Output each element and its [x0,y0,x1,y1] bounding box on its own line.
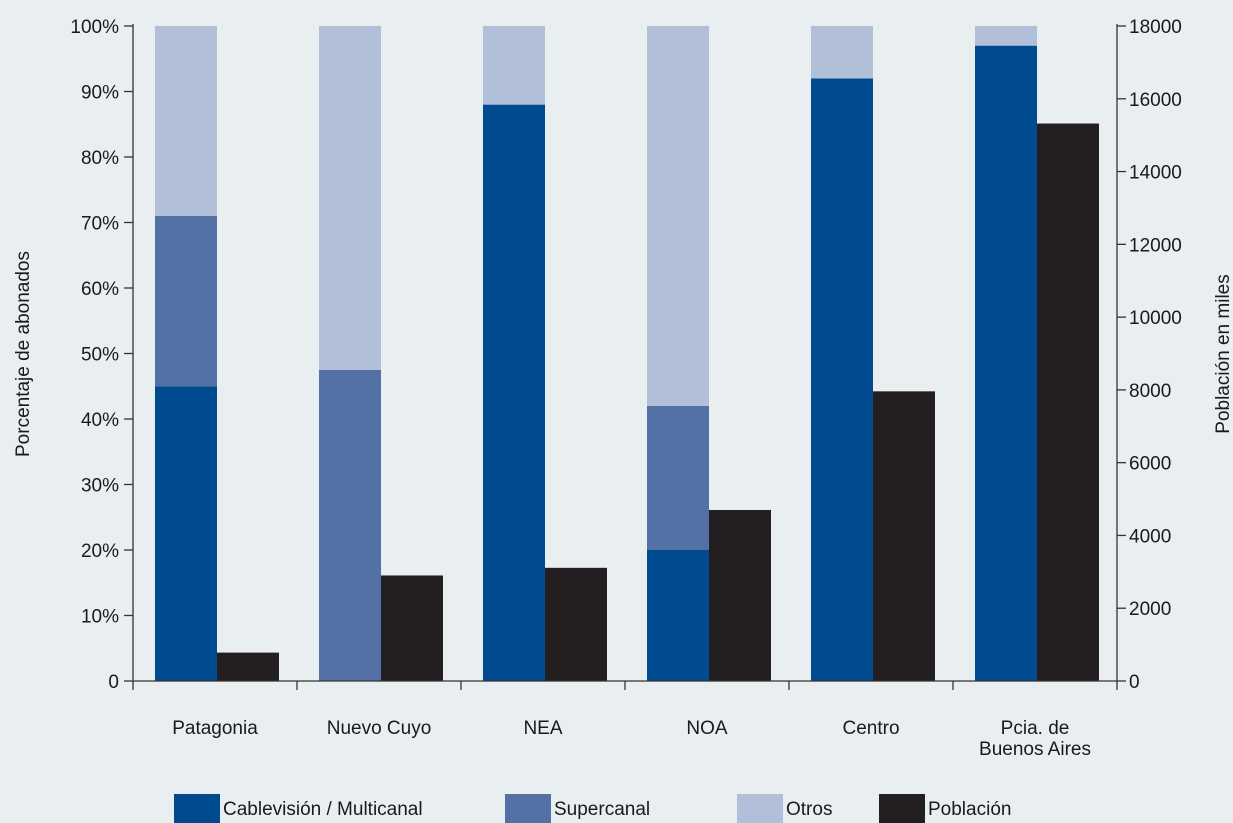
left-axis-title: Porcentaje de abonados [13,251,34,457]
category-label: Pcia. de [1001,718,1070,739]
legend-label: Supercanal [554,799,650,820]
left-tick-label: 100% [70,17,119,38]
bar-otros-5 [975,26,1037,46]
legend-swatch [737,794,783,823]
right-axis-title: Población en miles [1213,274,1233,433]
right-tick-label: 18000 [1129,17,1182,38]
labels-group: 0 10% 20% 30% 40% 50% 60% 70% 80% 90% 100% 0 2000 400… [13,17,1233,760]
right-tick-label: 0 [1129,672,1140,693]
left-tick-label: 60% [81,279,119,300]
legend-swatch [174,794,220,823]
left-tick-label: 30% [81,476,119,497]
bar-poblacion-5 [1037,123,1099,682]
bar-supercanal-1 [319,369,381,681]
right-tick-label: 4000 [1129,526,1171,547]
legend-label: Otros [786,799,832,820]
bar-cablevisi-n-multicanal-4 [811,78,873,681]
category-label: Nuevo Cuyo [327,718,432,739]
category-label: NOA [686,718,728,739]
bar-cablevisi-n-multicanal-5 [975,45,1037,681]
left-tick-label: 50% [81,345,119,366]
bar-poblacion-1 [381,575,443,681]
bar-cablevisi-n-multicanal-0 [155,386,217,681]
right-tick-label: 6000 [1129,454,1171,475]
bars-group [155,26,1099,682]
legend-swatch [879,794,925,823]
category-label: NEA [523,718,562,739]
axes-group [124,24,1126,690]
bar-poblacion-0 [217,652,279,681]
category-label: Patagonia [172,718,258,739]
right-tick-label: 16000 [1129,90,1182,111]
legend: Cablevisión / Multicanal Supercanal Otros P… [174,794,1011,823]
category-label: Centro [842,718,899,739]
bar-poblacion-3 [709,509,771,681]
bar-otros-3 [647,26,709,406]
legend-label: Cablevisión / Multicanal [223,799,423,820]
left-tick-label: 70% [81,214,119,235]
bar-otros-4 [811,26,873,79]
bar-cablevisi-n-multicanal-3 [647,550,709,681]
bar-poblacion-2 [545,567,607,681]
right-tick-label: 14000 [1129,163,1182,184]
left-tick-label: 10% [81,607,119,628]
left-tick-label: 90% [81,83,119,104]
legend-swatch [505,794,551,823]
legend-label: Población [928,799,1011,820]
left-tick-label: 80% [81,148,119,169]
category-label: Buenos Aires [979,739,1091,760]
bar-cablevisi-n-multicanal-2 [483,104,545,682]
bar-otros-0 [155,26,217,216]
bar-otros-1 [319,26,381,370]
bar-otros-2 [483,26,545,105]
left-tick-label: 20% [81,541,119,562]
right-tick-label: 8000 [1129,381,1171,402]
left-tick-label: 0 [108,672,119,693]
right-tick-label: 12000 [1129,235,1182,256]
left-tick-label: 40% [81,410,119,431]
bar-supercanal-3 [647,405,709,550]
bar-supercanal-0 [155,215,217,387]
right-tick-label: 2000 [1129,599,1171,620]
bar-poblacion-4 [873,391,935,681]
right-tick-label: 10000 [1129,308,1182,329]
